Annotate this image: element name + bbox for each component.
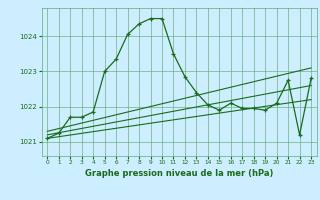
X-axis label: Graphe pression niveau de la mer (hPa): Graphe pression niveau de la mer (hPa) [85,169,273,178]
